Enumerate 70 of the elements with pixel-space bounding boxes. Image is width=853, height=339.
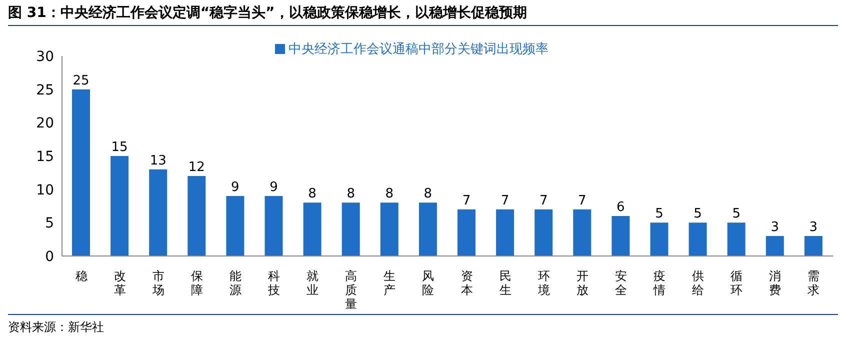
x-tick-label: 安全	[614, 269, 627, 297]
bar	[188, 176, 206, 256]
data-label: 8	[424, 186, 432, 202]
data-label: 12	[188, 160, 205, 175]
data-label: 5	[694, 206, 702, 222]
data-label: 15	[111, 140, 128, 155]
data-label: 9	[231, 180, 240, 195]
y-tick-label: 5	[45, 216, 54, 232]
x-tick-label: 供给	[692, 269, 704, 297]
x-tick-label: 环境	[536, 269, 550, 297]
data-label: 7	[500, 193, 510, 208]
data-label: 25	[72, 73, 90, 88]
x-tick-label: 保障	[190, 269, 203, 297]
x-tick-label: 需求	[808, 269, 820, 297]
y-tick-label: 10	[36, 182, 54, 198]
x-tick-label: 资本	[460, 269, 473, 297]
bar	[650, 222, 668, 256]
bar	[380, 202, 398, 256]
data-label: 7	[539, 193, 548, 208]
bar	[573, 209, 592, 256]
data-label: 3	[809, 220, 818, 235]
bar	[264, 196, 283, 256]
bar	[496, 209, 514, 256]
chart-title: 图 31：中央经济工作会议定调“稳字当头”，以稳政策保稳增长，以稳增长促稳预期	[8, 4, 838, 26]
bar	[110, 156, 129, 256]
data-label: 8	[346, 186, 355, 202]
x-tick-label: 消费	[769, 269, 782, 297]
bar	[804, 236, 822, 256]
bar	[766, 236, 784, 256]
x-tick-label: 高质量	[345, 269, 358, 311]
x-tick-label: 生产	[384, 269, 396, 297]
bar	[303, 202, 322, 256]
x-tick-label: 能源	[229, 269, 242, 297]
bar	[418, 202, 437, 256]
text: 资料来源：新华社	[8, 320, 104, 334]
x-tick-label: 稳	[75, 269, 88, 283]
bar	[458, 209, 476, 256]
y-tick-label: 0	[45, 248, 54, 265]
x-tick-label: 疫情	[652, 269, 666, 297]
y-tick-label: 20	[36, 116, 54, 132]
data-label: 8	[385, 186, 394, 202]
data-label: 7	[462, 193, 471, 208]
x-tick-label: 改革	[114, 269, 126, 297]
data-label: 5	[732, 206, 740, 222]
x-tick-label: 风险	[422, 269, 434, 297]
bar	[688, 222, 707, 256]
legend-label: 中央经济工作会议通稿中部分关键词出现频率	[288, 42, 548, 57]
x-tick-label: 就业	[306, 269, 319, 297]
x-tick-label: 循环	[730, 269, 743, 297]
bar	[342, 202, 360, 256]
x-tick-label: 民生	[499, 269, 512, 297]
x-tick-label: 科技	[267, 269, 280, 297]
x-tick-label: 开放	[576, 269, 588, 297]
data-label: 3	[770, 220, 780, 235]
data-label: 6	[616, 200, 625, 215]
y-tick-label: 25	[36, 82, 54, 98]
y-tick-label: 30	[36, 48, 54, 65]
data-label: 13	[150, 153, 166, 168]
bar	[226, 196, 244, 256]
y-tick-label: 15	[36, 148, 54, 165]
data-label: 5	[655, 206, 664, 222]
bar	[727, 222, 746, 256]
bar	[72, 89, 90, 256]
bar	[612, 216, 630, 256]
bar	[149, 169, 168, 256]
data-label: 8	[308, 186, 316, 202]
data-label: 7	[578, 193, 586, 208]
bar	[534, 209, 553, 256]
data-label: 9	[270, 180, 278, 195]
x-tick-label: 市场	[151, 269, 164, 297]
